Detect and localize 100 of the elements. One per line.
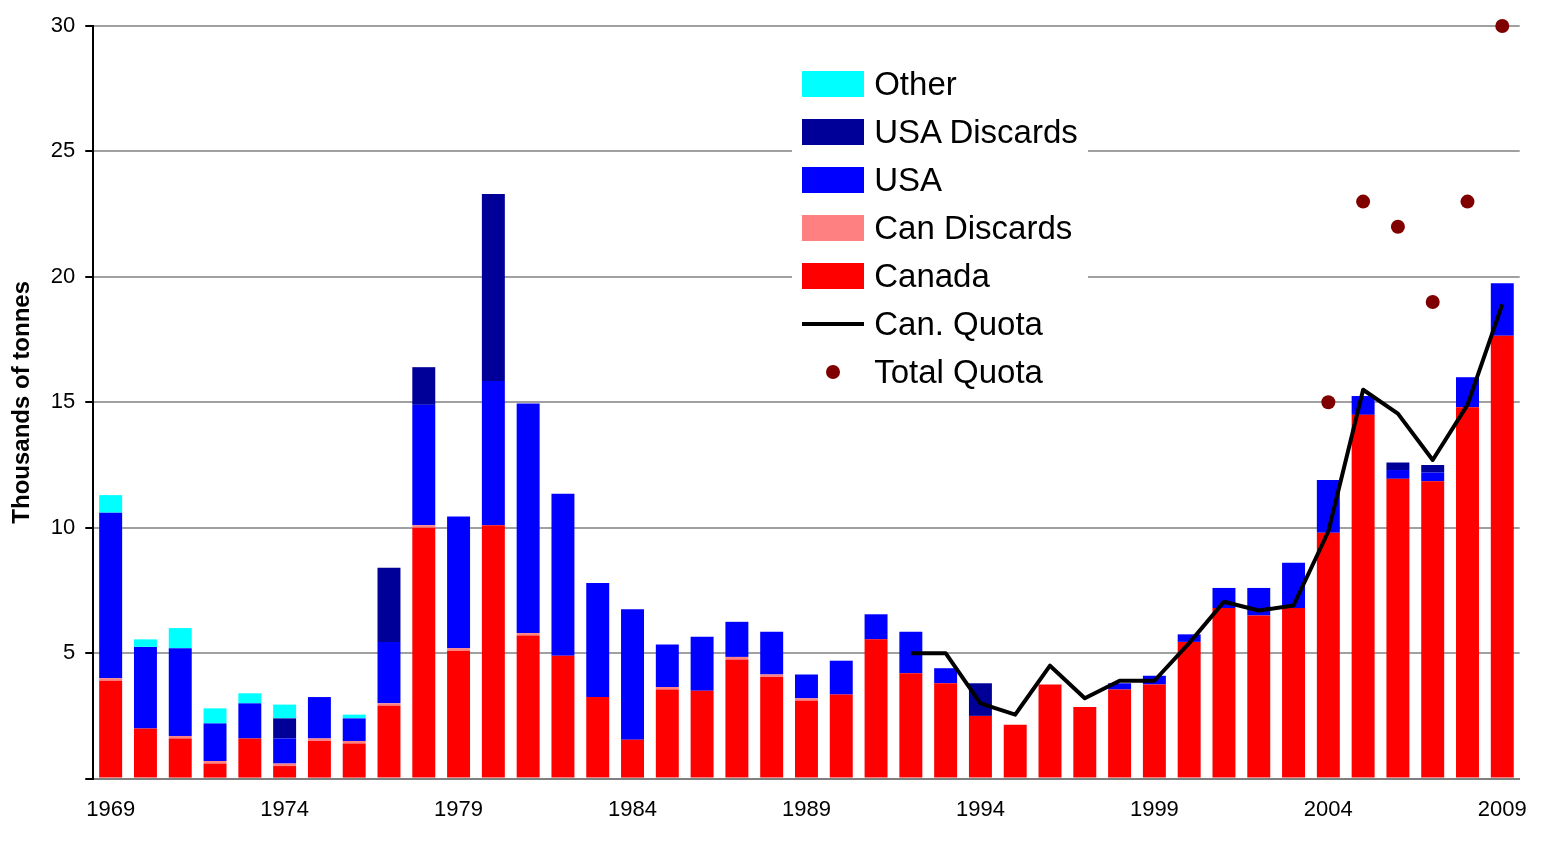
legend-label: Total Quota bbox=[874, 352, 1043, 392]
bar bbox=[133, 639, 157, 647]
legend-label: USA bbox=[874, 160, 943, 200]
legend-label: Can Discards bbox=[874, 208, 1073, 248]
bar bbox=[829, 694, 853, 778]
bar bbox=[307, 738, 331, 741]
bar bbox=[377, 705, 401, 778]
bar bbox=[1421, 465, 1445, 473]
bar bbox=[1142, 684, 1166, 778]
bar bbox=[1386, 462, 1410, 471]
bar bbox=[238, 703, 262, 739]
bar bbox=[168, 738, 192, 778]
y-tick-label: 15 bbox=[50, 388, 76, 414]
bar bbox=[621, 739, 644, 778]
legend-label: Canada bbox=[874, 256, 990, 296]
bar bbox=[899, 673, 923, 778]
bar bbox=[412, 404, 436, 526]
bar bbox=[342, 718, 366, 741]
bar bbox=[1386, 470, 1410, 479]
bar bbox=[1177, 641, 1201, 778]
bar bbox=[795, 700, 818, 778]
bar bbox=[795, 698, 818, 701]
bar bbox=[99, 512, 123, 679]
bar bbox=[864, 614, 888, 640]
point bbox=[1321, 395, 1336, 410]
bar bbox=[168, 648, 192, 736]
bar bbox=[273, 766, 297, 778]
point bbox=[1390, 219, 1405, 234]
bar bbox=[447, 516, 471, 649]
bar bbox=[760, 631, 784, 675]
bar bbox=[516, 633, 540, 636]
bar bbox=[412, 525, 436, 528]
bar bbox=[795, 674, 818, 699]
bar bbox=[1351, 414, 1375, 778]
bar bbox=[307, 740, 331, 778]
point bbox=[1495, 19, 1510, 33]
x-tick-label: 2009 bbox=[1477, 795, 1527, 821]
x-tick-label: 1989 bbox=[782, 795, 831, 821]
bar bbox=[273, 738, 297, 764]
bar bbox=[377, 567, 401, 642]
bar bbox=[551, 655, 575, 778]
y-tick-label: 25 bbox=[50, 137, 76, 163]
bar bbox=[1386, 478, 1410, 778]
y-tick-label: 30 bbox=[50, 12, 76, 38]
x-tick-label: 1969 bbox=[86, 795, 136, 821]
bar bbox=[377, 641, 401, 704]
x-tick-label: 2004 bbox=[1303, 795, 1353, 821]
x-tick-label: 1979 bbox=[434, 795, 484, 821]
bar bbox=[203, 723, 227, 762]
bar bbox=[133, 728, 157, 778]
bar bbox=[760, 677, 784, 778]
x-tick-label: 1994 bbox=[955, 795, 1005, 821]
bar bbox=[99, 495, 123, 513]
bar bbox=[1073, 707, 1097, 778]
bar bbox=[447, 650, 471, 778]
bar bbox=[377, 703, 401, 706]
bar bbox=[238, 693, 262, 704]
bar bbox=[1456, 407, 1479, 778]
bar bbox=[481, 194, 505, 381]
bar bbox=[934, 668, 958, 684]
bar bbox=[1421, 481, 1445, 778]
bar bbox=[238, 738, 262, 778]
bar bbox=[516, 403, 540, 634]
bar bbox=[99, 680, 123, 778]
bar bbox=[725, 621, 749, 657]
bar bbox=[412, 527, 436, 778]
bar bbox=[690, 636, 714, 691]
bar bbox=[133, 646, 157, 729]
bar bbox=[481, 380, 505, 526]
bar bbox=[655, 689, 679, 778]
bar bbox=[586, 697, 610, 778]
bar bbox=[864, 639, 888, 778]
legend-label: Can. Quota bbox=[874, 304, 1043, 344]
bar bbox=[934, 683, 958, 778]
bar bbox=[168, 628, 192, 649]
bar bbox=[1003, 724, 1027, 778]
y-tick-label: 20 bbox=[50, 262, 76, 288]
point bbox=[1460, 194, 1475, 209]
bar bbox=[551, 493, 575, 656]
bar bbox=[412, 367, 436, 405]
bar bbox=[203, 761, 227, 764]
point bbox=[1425, 294, 1440, 309]
x-tick-label: 1999 bbox=[1129, 795, 1179, 821]
y-axis-title: Thousands of tonnes bbox=[7, 280, 35, 524]
bar bbox=[447, 648, 471, 651]
x-tick-label: 1984 bbox=[608, 795, 657, 821]
bar bbox=[655, 644, 679, 688]
bar bbox=[760, 674, 784, 677]
legend-label: USA Discards bbox=[874, 112, 1078, 152]
bar bbox=[829, 660, 853, 695]
y-tick-label: 5 bbox=[63, 639, 76, 665]
bar bbox=[273, 704, 297, 719]
point bbox=[1356, 194, 1371, 209]
bar bbox=[203, 763, 227, 778]
bar bbox=[1247, 615, 1271, 778]
bar bbox=[203, 708, 227, 724]
bar bbox=[342, 743, 366, 778]
bar bbox=[655, 687, 679, 690]
bar bbox=[1421, 472, 1445, 482]
bar bbox=[621, 609, 644, 740]
